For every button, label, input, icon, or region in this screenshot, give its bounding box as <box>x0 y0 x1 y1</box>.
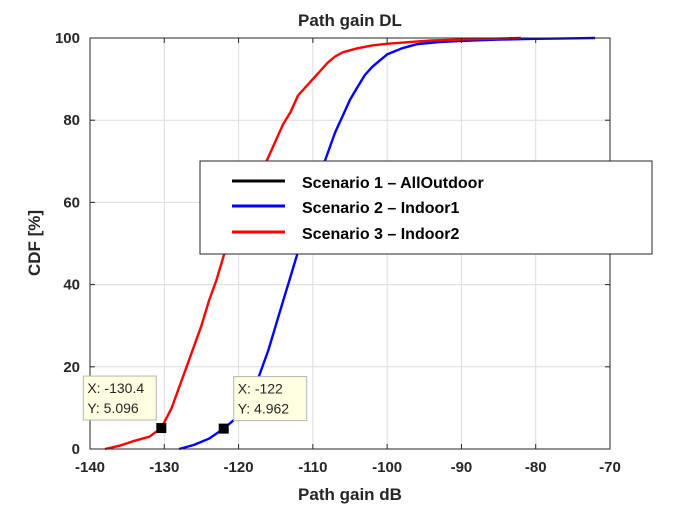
datatip-x-text: X: -130.4 <box>87 380 144 396</box>
x-tick-label: -100 <box>372 459 402 476</box>
y-tick-label: 100 <box>55 30 80 47</box>
x-tick-label: -120 <box>224 459 254 476</box>
x-axis-label: Path gain dB <box>298 485 402 504</box>
datatip-x-text: X: -122 <box>238 381 283 397</box>
x-tick-label: -140 <box>75 459 105 476</box>
axis-ticks: -140 -130 -120 -110 -100 -90 -80 -70 0 20 40 60 80 10… <box>55 30 621 476</box>
x-tick-label: -70 <box>599 459 621 476</box>
datatip-box <box>233 376 308 422</box>
legend-entry-scenario-2: Scenario 2 – Indoor1 <box>302 200 459 217</box>
datatip-y-text: Y: 5.096 <box>87 400 139 416</box>
datatips[interactable]: X: -130.4 Y: 5.096 X: -122 Y: 4.962 <box>82 375 308 434</box>
y-tick-label: 60 <box>63 194 80 211</box>
y-tick-label: 20 <box>63 359 80 376</box>
datatip-marker[interactable] <box>218 423 229 434</box>
y-tick-label: 80 <box>63 112 80 129</box>
datatip-marker[interactable] <box>156 423 167 434</box>
datatip-y-text: Y: 4.962 <box>238 401 290 417</box>
series-line-scenario-3 <box>104 36 521 451</box>
x-tick-label: -90 <box>451 459 473 476</box>
x-tick-label: -130 <box>149 459 179 476</box>
legend-entry-scenario-3: Scenario 3 – Indoor2 <box>302 226 459 243</box>
legend-entry-scenario-1: Scenario 1 – AllOutdoor <box>302 175 484 192</box>
x-tick-label: -80 <box>525 459 547 476</box>
legend[interactable]: Scenario 1 – AllOutdoor Scenario 2 – Ind… <box>199 160 653 255</box>
y-tick-label: 40 <box>63 277 80 294</box>
chart-title: Path gain DL <box>298 11 402 30</box>
y-tick-label: 0 <box>72 441 80 458</box>
datatip-box <box>82 375 157 421</box>
x-tick-label: -110 <box>298 459 327 476</box>
y-axis-label: CDF [%] <box>25 210 44 276</box>
